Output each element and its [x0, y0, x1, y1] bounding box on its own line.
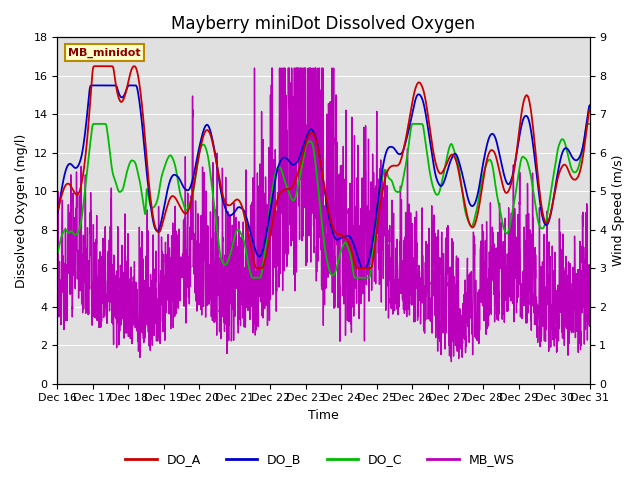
Text: MB_minidot: MB_minidot	[68, 48, 141, 58]
Y-axis label: Dissolved Oxygen (mg/l): Dissolved Oxygen (mg/l)	[15, 133, 28, 288]
X-axis label: Time: Time	[308, 409, 339, 422]
Legend: DO_A, DO_B, DO_C, MB_WS: DO_A, DO_B, DO_C, MB_WS	[120, 448, 520, 471]
Title: Mayberry miniDot Dissolved Oxygen: Mayberry miniDot Dissolved Oxygen	[172, 15, 476, 33]
Y-axis label: Wind Speed (m/s): Wind Speed (m/s)	[612, 155, 625, 266]
